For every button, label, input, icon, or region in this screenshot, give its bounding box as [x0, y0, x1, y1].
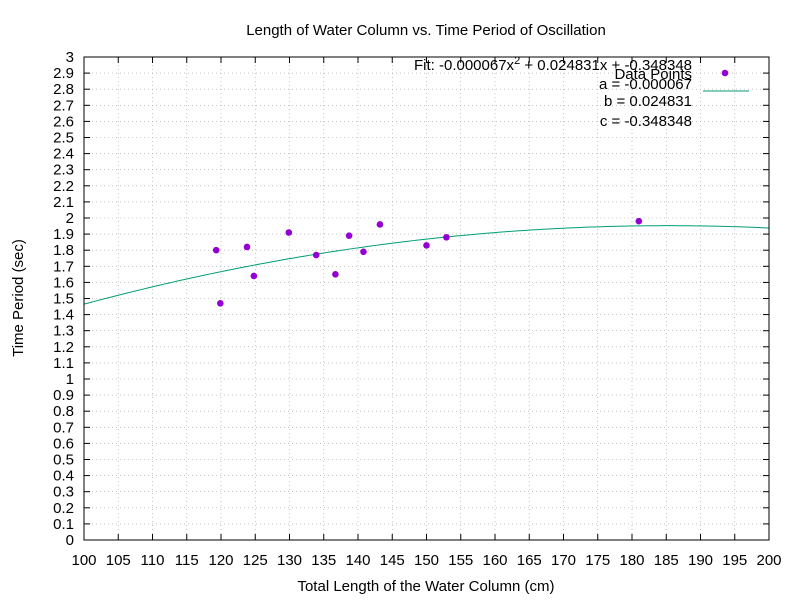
data-point — [212, 246, 220, 254]
y-tick-labels: 00.10.20.30.40.50.60.70.80.911.11.21.31.… — [53, 49, 74, 549]
data-points-layer — [212, 217, 643, 307]
x-tick-label: 170 — [551, 552, 576, 569]
x-tick-label: 175 — [585, 552, 610, 569]
y-tick-label: 2.8 — [53, 81, 74, 98]
x-tick-label: 195 — [722, 552, 747, 569]
x-tick-label: 135 — [311, 552, 336, 569]
y-tick-label: 2 — [66, 210, 74, 227]
grid — [84, 57, 769, 540]
annotation-coefficient-b: b = 0.024831 — [604, 93, 692, 110]
x-tick-label: 120 — [208, 552, 233, 569]
y-tick-label: 2.1 — [53, 194, 74, 211]
y-axis-label: Time Period (sec) — [10, 239, 27, 357]
legend-label-fit: Fit: -0.000067x2 + 0.024831x + -0.348348 — [414, 55, 692, 74]
y-tick-label: 3 — [66, 49, 74, 66]
x-tick-label: 150 — [414, 552, 439, 569]
x-tick-label: 155 — [448, 552, 473, 569]
x-tick-label: 200 — [756, 552, 781, 569]
y-tick-label: 1.7 — [53, 258, 74, 275]
x-tick-label: 180 — [619, 552, 644, 569]
data-point — [360, 248, 367, 256]
x-tick-label: 105 — [106, 552, 131, 569]
plot-border — [83, 56, 770, 541]
y-tick-label: 0.4 — [53, 468, 74, 485]
y-tick-label: 2.3 — [53, 162, 74, 179]
y-tick-label: 2.7 — [53, 97, 74, 114]
x-tick-label: 185 — [654, 552, 679, 569]
data-point — [443, 234, 450, 241]
y-tick-label: 1.9 — [53, 226, 74, 243]
x-tick-label: 130 — [277, 552, 302, 569]
y-tick-label: 1.3 — [53, 323, 74, 340]
data-point — [250, 272, 258, 280]
y-tick-label: 0 — [66, 532, 74, 549]
data-point — [376, 221, 384, 228]
fit-curve — [83, 225, 770, 305]
data-point — [312, 251, 320, 259]
y-tick-label: 0.2 — [53, 500, 74, 517]
y-tick-label: 0.6 — [53, 435, 74, 452]
data-point — [285, 229, 293, 236]
y-tick-label: 2.2 — [53, 178, 74, 195]
legend-marker-data-points — [721, 69, 729, 77]
x-tick-label: 100 — [71, 552, 96, 569]
y-tick-label: 2.6 — [53, 113, 74, 130]
y-tick-label: 0.7 — [53, 419, 74, 436]
x-axis-label: Total Length of the Water Column (cm) — [297, 578, 554, 595]
y-tick-label: 1.8 — [53, 242, 74, 259]
y-tick-label: 1.6 — [53, 274, 74, 291]
chart-title: Length of Water Column vs. Time Period o… — [246, 22, 606, 39]
y-tick-label: 2.5 — [53, 130, 74, 147]
y-tick-label: 0.3 — [53, 484, 74, 501]
data-point — [332, 271, 339, 278]
annotation-coefficient-a: a = -0.000067 — [599, 76, 692, 93]
legend: Data Points Fit: -0.000067x2 + 0.024831x… — [414, 55, 749, 130]
y-tick-label: 0.5 — [53, 452, 74, 469]
y-tick-label: 0.9 — [53, 387, 74, 404]
y-tick-label: 1.1 — [53, 355, 74, 372]
data-point — [217, 300, 224, 307]
y-tick-label: 0.1 — [53, 516, 74, 533]
legend-label-data-points: Data Points — [614, 66, 692, 83]
x-tick-label: 160 — [482, 552, 507, 569]
y-tick-label: 1.4 — [53, 307, 74, 324]
x-tick-label: 125 — [243, 552, 268, 569]
data-point — [345, 232, 353, 240]
y-tick-label: 1.5 — [53, 291, 74, 308]
data-point — [243, 243, 251, 251]
x-tick-labels: 100 105 110 115 120 125 130 135 140 145 150 155 160 1… — [71, 552, 781, 569]
y-tick-label: 2.4 — [53, 146, 74, 163]
y-tick-label: 0.8 — [53, 403, 74, 420]
annotation-coefficient-c: c = -0.348348 — [600, 113, 692, 130]
x-tick-label: 145 — [380, 552, 405, 569]
x-tick-label: 190 — [688, 552, 713, 569]
x-tick-label: 115 — [175, 552, 199, 569]
y-tick-label: 1 — [66, 371, 74, 388]
x-tick-label: 140 — [345, 552, 370, 569]
data-point — [423, 242, 430, 249]
x-tick-label: 110 — [141, 552, 165, 569]
fit-curve-layer — [83, 225, 770, 305]
data-point — [635, 217, 643, 225]
y-tick-label: 1.2 — [53, 339, 74, 356]
x-tick-label: 165 — [517, 552, 542, 569]
y-tick-label: 2.9 — [53, 65, 74, 82]
